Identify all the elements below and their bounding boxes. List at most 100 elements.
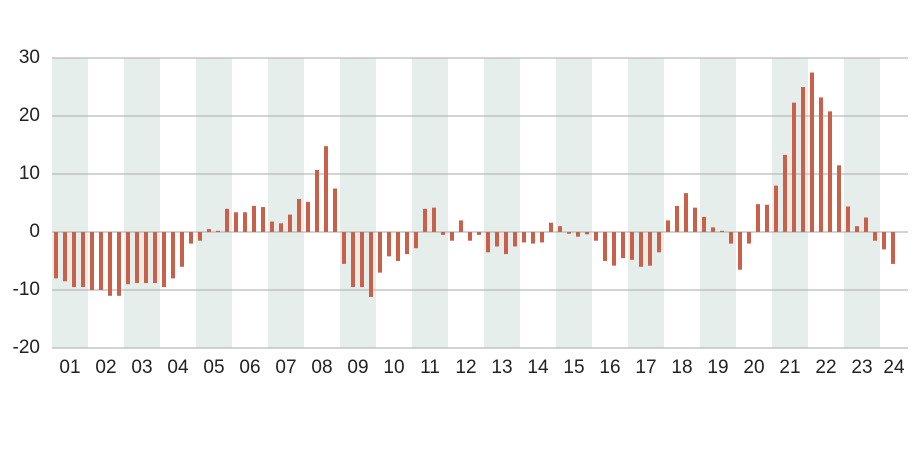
bar bbox=[684, 193, 688, 232]
bar bbox=[729, 232, 733, 244]
x-tick-label: 03 bbox=[131, 357, 152, 378]
bar bbox=[252, 205, 256, 232]
bar bbox=[648, 232, 652, 266]
bar bbox=[576, 232, 580, 237]
bar bbox=[594, 232, 598, 241]
bar bbox=[405, 232, 409, 255]
x-tick-label: 13 bbox=[491, 357, 512, 378]
bar bbox=[189, 232, 193, 244]
bar bbox=[603, 232, 607, 261]
bar bbox=[810, 72, 814, 232]
bar bbox=[369, 232, 373, 297]
bar bbox=[171, 232, 175, 279]
bar bbox=[198, 232, 202, 241]
bar bbox=[225, 208, 229, 232]
bar bbox=[270, 221, 274, 232]
bar bbox=[63, 232, 67, 282]
x-tick-label: 15 bbox=[563, 357, 584, 378]
bar bbox=[828, 111, 832, 232]
y-tick-label: -20 bbox=[13, 337, 40, 358]
bar bbox=[783, 154, 787, 232]
bar bbox=[747, 232, 751, 244]
bar bbox=[117, 232, 121, 296]
bar bbox=[756, 204, 760, 232]
bar bbox=[504, 232, 508, 255]
bar bbox=[630, 232, 634, 260]
bar bbox=[315, 169, 319, 232]
bar bbox=[90, 232, 94, 290]
year-band bbox=[124, 58, 160, 348]
bar bbox=[540, 232, 544, 243]
bar bbox=[792, 102, 796, 232]
bar bbox=[432, 207, 436, 232]
bar bbox=[423, 208, 427, 232]
year-band bbox=[700, 58, 736, 348]
x-tick-label: 10 bbox=[383, 357, 404, 378]
x-tick-label: 08 bbox=[311, 357, 332, 378]
bar bbox=[378, 232, 382, 273]
bar bbox=[639, 232, 643, 267]
bar bbox=[288, 214, 292, 232]
y-tick-label: -10 bbox=[13, 279, 40, 300]
year-band bbox=[196, 58, 232, 348]
x-tick-label: 17 bbox=[635, 357, 656, 378]
bar bbox=[486, 232, 490, 253]
bar bbox=[513, 232, 517, 247]
x-tick-label: 16 bbox=[599, 357, 620, 378]
bar bbox=[216, 230, 220, 232]
x-tick-label: 20 bbox=[743, 357, 764, 378]
bar bbox=[666, 220, 670, 232]
bar bbox=[297, 198, 301, 232]
bar bbox=[558, 226, 562, 232]
bar bbox=[567, 232, 571, 234]
bar bbox=[99, 232, 103, 290]
bar bbox=[243, 212, 247, 232]
bar bbox=[801, 87, 805, 232]
year-band bbox=[844, 58, 880, 348]
bar bbox=[612, 232, 616, 266]
x-tick-label: 05 bbox=[203, 357, 224, 378]
bar bbox=[135, 232, 139, 284]
x-tick-label: 19 bbox=[707, 357, 728, 378]
x-tick-label: 02 bbox=[95, 357, 116, 378]
x-tick-label: 22 bbox=[815, 357, 836, 378]
x-tick-label: 06 bbox=[239, 357, 260, 378]
bar bbox=[774, 185, 778, 232]
x-tick-label: 14 bbox=[527, 357, 549, 378]
year-band bbox=[484, 58, 520, 348]
bar bbox=[657, 232, 661, 253]
bar bbox=[765, 204, 769, 232]
bar bbox=[279, 223, 283, 232]
x-tick-label: 12 bbox=[455, 357, 476, 378]
bar bbox=[864, 217, 868, 232]
bar bbox=[675, 205, 679, 232]
bar bbox=[81, 232, 85, 288]
bar bbox=[621, 232, 625, 259]
x-tick-label: 23 bbox=[851, 357, 872, 378]
bar bbox=[162, 232, 166, 288]
bar bbox=[855, 226, 859, 232]
bar bbox=[333, 188, 337, 232]
y-tick-label: 0 bbox=[29, 221, 40, 242]
bar bbox=[873, 232, 877, 241]
x-tick-label: 04 bbox=[167, 357, 189, 378]
bar bbox=[54, 232, 58, 279]
bar bbox=[459, 220, 463, 232]
bar bbox=[153, 232, 157, 284]
x-tick-label: 11 bbox=[420, 357, 440, 378]
y-tick-label: 20 bbox=[19, 105, 40, 126]
x-tick-label: 09 bbox=[347, 357, 368, 378]
year-band bbox=[556, 58, 592, 348]
bar bbox=[306, 201, 310, 232]
bar bbox=[495, 232, 499, 247]
bar bbox=[882, 232, 886, 250]
bar bbox=[702, 216, 706, 232]
year-band bbox=[628, 58, 664, 348]
bar bbox=[531, 232, 535, 244]
bar bbox=[207, 229, 211, 232]
bar bbox=[108, 232, 112, 296]
bar bbox=[522, 232, 526, 243]
bar bbox=[351, 232, 355, 288]
bar bbox=[549, 222, 553, 232]
bar bbox=[180, 232, 184, 267]
